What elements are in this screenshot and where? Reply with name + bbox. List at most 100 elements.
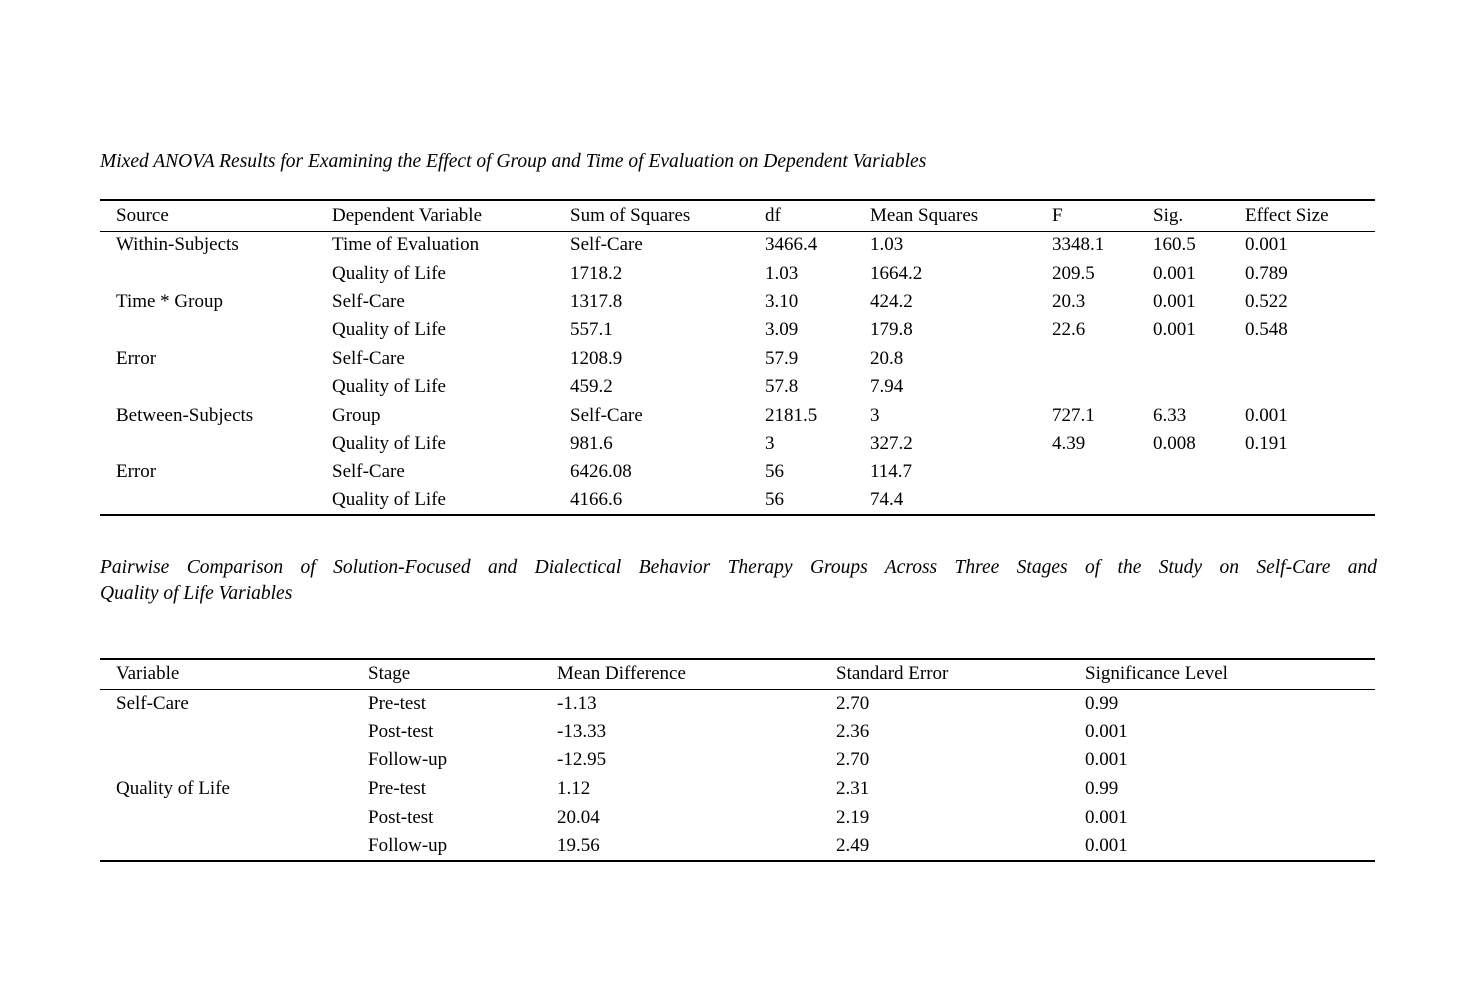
cell (1052, 373, 1153, 401)
cell (1245, 486, 1375, 516)
cell: 981.6 (570, 432, 613, 454)
table-row: Quality of Life 459.2 57.8 7.94 (100, 373, 1375, 401)
cell: 1664.2 (870, 262, 923, 284)
cell: Error (116, 461, 157, 483)
column-header-variable: Variable (100, 659, 368, 690)
cell (1052, 345, 1153, 373)
cell (1052, 458, 1153, 486)
column-header-f: F (1052, 200, 1153, 232)
cell: Within-Subjects (116, 234, 239, 256)
cell: 2181.5 (765, 404, 818, 426)
cell: 2.19 (836, 806, 870, 828)
column-header-source: Source (100, 200, 332, 232)
cell: Self-Care (332, 290, 405, 312)
cell: Follow-up (368, 831, 557, 862)
cell: 20.8 (870, 347, 904, 369)
cell: Quality of Life (332, 262, 446, 284)
cell: 327.2 (870, 432, 913, 454)
cell: 179.8 (870, 319, 913, 341)
cell: 0.001 (1085, 806, 1128, 828)
cell: 3.10 (765, 290, 799, 312)
column-header-standard-error: Standard Error (836, 659, 1085, 690)
cell: 0.001 (1085, 720, 1128, 742)
cell (100, 316, 332, 344)
cell: 7.94 (870, 376, 904, 398)
cell (100, 486, 332, 516)
table-row: Post-test -13.33 2.36 0.001 (100, 718, 1375, 747)
cell: 57.9 (765, 347, 799, 369)
cell: -1.13 (557, 692, 597, 714)
cell (100, 718, 368, 747)
cell: 1.12 (557, 778, 591, 800)
cell: 1208.9 (570, 347, 623, 369)
cell: 4166.6 (570, 486, 765, 516)
cell (1153, 345, 1245, 373)
column-header-effect-size: Effect Size (1245, 200, 1375, 232)
cell: 20.3 (1052, 290, 1086, 312)
cell: 1718.2 (570, 262, 623, 284)
cell: Quality of Life (116, 778, 230, 800)
cell: 0.191 (1245, 432, 1288, 454)
cell: 4.39 (1052, 432, 1086, 454)
cell: Quality of Life (332, 432, 446, 454)
cell: 0.99 (1085, 778, 1119, 800)
cell (100, 373, 332, 401)
cell: Post-test (368, 806, 434, 828)
cell: 0.001 (1245, 404, 1288, 426)
cell: 0.001 (1085, 831, 1375, 862)
cell: 0.548 (1245, 319, 1288, 341)
cell: 20.04 (557, 806, 600, 828)
cell (100, 430, 332, 458)
cell: 2.70 (836, 692, 870, 714)
cell: Quality of Life (332, 376, 446, 398)
cell: 2.70 (836, 749, 870, 771)
cell: 0.001 (1085, 749, 1128, 771)
pairwise-comparison-table: Variable Stage Mean Difference Standard … (100, 658, 1375, 862)
cell: Self-Care (570, 234, 643, 256)
cell: Self-Care (332, 461, 405, 483)
cell: 19.56 (557, 831, 836, 862)
cell: 0.001 (1245, 234, 1288, 256)
cell: 0.99 (1085, 692, 1119, 714)
table2-title-line1: Pairwise Comparison of Solution-Focused … (100, 557, 1377, 578)
cell: 2.49 (836, 831, 1085, 862)
anova-table: Source Dependent Variable Sum of Squares… (100, 199, 1375, 516)
table-row: Between-Subjects Group Self-Care 2181.5 … (100, 401, 1375, 429)
column-header-sum-of-squares: Sum of Squares (570, 200, 765, 232)
column-header-sig: Sig. (1153, 200, 1245, 232)
cell: 6426.08 (570, 461, 632, 483)
table-row: Time * Group Self-Care 1317.8 3.10 424.2… (100, 288, 1375, 316)
cell: 0.001 (1153, 262, 1196, 284)
table-row: Error Self-Care 6426.08 56 114.7 (100, 458, 1375, 486)
table2-title-line2: Quality of Life Variables (100, 583, 293, 604)
cell (1153, 373, 1245, 401)
cell (1153, 486, 1245, 516)
cell: 2.31 (836, 778, 870, 800)
cell (1245, 458, 1375, 486)
cell: 424.2 (870, 290, 913, 312)
cell: Time * Group (116, 290, 223, 312)
cell (1153, 458, 1245, 486)
cell: 3 (870, 404, 880, 426)
cell: Between-Subjects (116, 404, 254, 426)
cell: Error (116, 347, 157, 369)
table-row: Quality of Life 4166.6 56 74.4 (100, 486, 1375, 516)
cell: Pre-test (368, 778, 427, 800)
column-header-df: df (765, 200, 870, 232)
cell: 727.1 (1052, 404, 1095, 426)
column-header-stage: Stage (368, 659, 557, 690)
cell (100, 831, 368, 862)
table-row: Quality of Life 557.1 3.09 179.8 22.6 0.… (100, 316, 1375, 344)
cell (100, 803, 368, 832)
table-row: Within-Subjects Time of Evaluation Self-… (100, 231, 1375, 259)
table-row: Self-Care Pre-test -1.13 2.70 0.99 (100, 689, 1375, 718)
cell: Self-Care (116, 692, 189, 714)
cell: 0.522 (1245, 290, 1288, 312)
column-header-significance-level: Significance Level (1085, 659, 1375, 690)
cell: 3348.1 (1052, 234, 1105, 256)
column-header-mean-difference: Mean Difference (557, 659, 836, 690)
cell: 0.001 (1153, 290, 1196, 312)
cell: 1.03 (765, 262, 799, 284)
pairwise-header-row: Variable Stage Mean Difference Standard … (100, 659, 1375, 690)
